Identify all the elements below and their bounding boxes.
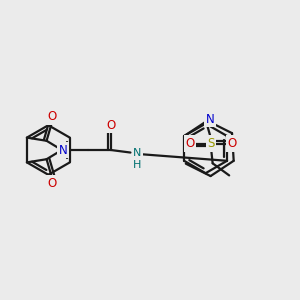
Text: O: O <box>48 176 57 190</box>
Text: N: N <box>206 113 214 126</box>
Text: N
H: N H <box>133 148 142 170</box>
Text: O: O <box>227 137 237 150</box>
Text: S: S <box>207 137 215 150</box>
Text: O: O <box>48 110 57 124</box>
Text: O: O <box>185 137 195 150</box>
Text: N: N <box>59 143 68 157</box>
Text: O: O <box>106 119 116 132</box>
